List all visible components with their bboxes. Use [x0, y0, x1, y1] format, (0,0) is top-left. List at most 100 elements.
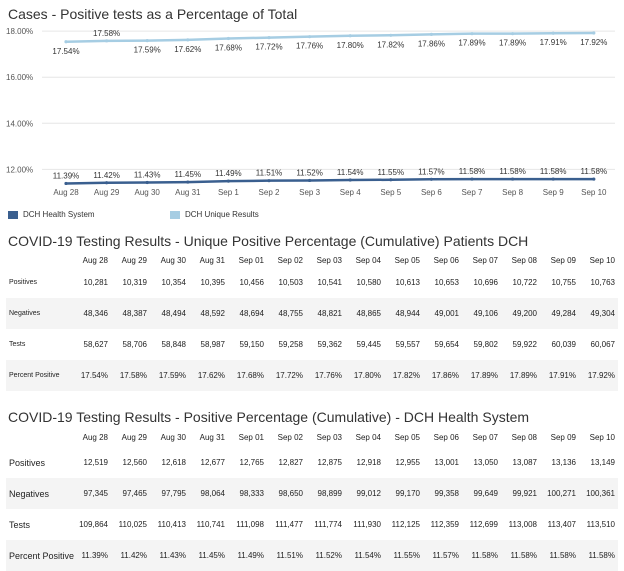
row-label: Tests [9, 341, 26, 348]
table-row: Positives 10,281 10,319 10,354 10,395 10,456 1… [6, 267, 618, 298]
header-row: Aug 28 Aug 29 Aug 30 Aug 31 Sep 01 Sep 02 Sep … [6, 427, 618, 447]
y-tick-label: 16.00% [6, 73, 33, 82]
x-tick-label: Sep 10 [581, 188, 607, 197]
table-cell: 11.54% [345, 540, 384, 571]
table-cell: 97,345 [72, 478, 111, 509]
table-cell: 11.58% [540, 540, 579, 571]
x-tick-label: Aug 30 [135, 188, 161, 197]
data-label: 11.55% [378, 168, 405, 177]
table-cell: 111,774 [314, 520, 342, 529]
table-cell: 59,150 [239, 340, 264, 349]
data-label: 11.57% [418, 167, 445, 176]
legend-label-unique-results: DCH Unique Results [185, 210, 259, 219]
data-label: 11.43% [134, 171, 161, 180]
table-cell: 113,407 [547, 520, 576, 529]
data-point [226, 179, 230, 183]
data-point [64, 40, 68, 44]
table-cell: 48,387 [111, 298, 150, 329]
y-tick-label: 18.00% [6, 27, 33, 36]
table-cell: 10,354 [161, 278, 186, 287]
table-cell: 48,944 [384, 298, 423, 329]
table-cell: 97,795 [150, 478, 189, 509]
table-cell: 58,627 [83, 340, 108, 349]
table-cell: 11.58% [579, 540, 618, 571]
data-point [470, 32, 474, 36]
legend-item-unique-results: DCH Unique Results [170, 210, 259, 219]
column-header: Sep 05 [394, 432, 420, 442]
table-cell: 60,039 [551, 340, 576, 349]
corner-cell [6, 427, 72, 447]
legend-swatch-health-system [8, 210, 18, 219]
column-header: Aug 31 [199, 255, 225, 265]
data-label: 11.51% [256, 169, 283, 178]
data-point [551, 31, 555, 35]
table-cell: 48,346 [72, 298, 111, 329]
x-tick-label: Aug 28 [53, 188, 79, 197]
table-cell: 11.58% [501, 540, 540, 571]
column-header: Aug 29 [121, 255, 147, 265]
table-row: Percent Positive 17.54% 17.58% 17.59% 17.62%… [6, 360, 618, 391]
data-point [308, 178, 312, 183]
column-header: Sep 06 [433, 255, 459, 265]
table-cell: 13,001 [434, 458, 459, 467]
table-cell: 10,613 [395, 278, 420, 287]
data-point [510, 32, 515, 36]
table-cell: 110,025 [118, 520, 147, 529]
column-header: Sep 09 [550, 432, 576, 442]
table-cell: 59,802 [473, 340, 498, 349]
table-cell: 17.54% [72, 360, 111, 391]
column-header: Aug 30 [160, 255, 186, 265]
table-row: Tests 109,864 110,025 110,413 110,741 111,098… [6, 509, 618, 540]
data-label: 11.54% [337, 168, 364, 177]
column-header: Sep 10 [589, 432, 615, 442]
table-cell: 60,067 [590, 340, 615, 349]
table-cell: 48,494 [150, 298, 189, 329]
data-point [186, 180, 190, 184]
column-header: Sep 07 [472, 432, 498, 442]
table1-title: COVID-19 Testing Results - Unique Positi… [8, 233, 529, 249]
health-system-table: Aug 28 Aug 29 Aug 30 Aug 31 Sep 01 Sep 02 Sep … [6, 427, 618, 571]
data-point [510, 177, 515, 181]
table-cell: 99,649 [462, 478, 501, 509]
data-label: 11.42% [93, 171, 120, 180]
table-cell: 98,064 [189, 478, 228, 509]
table-cell: 100,271 [540, 478, 579, 509]
x-tick-label: Sep 6 [421, 188, 442, 197]
x-tick-label: Sep 3 [299, 188, 320, 197]
table-cell: 112,359 [430, 520, 459, 529]
data-point [64, 181, 68, 186]
table-cell: 11.51% [267, 540, 306, 571]
table-cell: 110,413 [157, 520, 186, 529]
x-tick-label: Sep 9 [543, 188, 564, 197]
table-cell: 11.55% [384, 540, 423, 571]
data-point [267, 179, 271, 183]
table-cell: 99,358 [423, 478, 462, 509]
table-row: Tests 58,627 58,706 58,848 58,987 59,150 59,25… [6, 329, 618, 360]
table-cell: 59,557 [395, 340, 420, 349]
table-cell: 111,930 [353, 520, 381, 529]
x-tick-label: Sep 4 [340, 188, 361, 197]
data-point [592, 31, 596, 35]
table-cell: 11.43% [150, 540, 189, 571]
data-label: 17.59% [134, 46, 161, 55]
table-cell: 49,304 [579, 298, 618, 329]
x-tick-label: Sep 1 [218, 188, 239, 197]
data-label: 11.39% [53, 171, 80, 180]
table-cell: 10,541 [317, 278, 342, 287]
table-cell: 59,258 [278, 340, 303, 349]
data-label: 17.62% [174, 45, 201, 54]
table-cell: 48,865 [345, 298, 384, 329]
table-cell: 10,755 [551, 278, 576, 287]
data-label: 11.58% [499, 167, 526, 176]
table-cell: 13,136 [551, 458, 576, 467]
table-cell: 109,864 [79, 520, 108, 529]
table-cell: 11.57% [423, 540, 462, 571]
data-point [105, 181, 109, 185]
table-cell: 17.68% [228, 360, 267, 391]
table-cell: 49,106 [462, 298, 501, 329]
data-point [348, 34, 352, 38]
data-point [267, 36, 271, 40]
data-point [145, 38, 149, 43]
table-cell: 99,012 [345, 478, 384, 509]
table-cell: 12,519 [83, 458, 108, 467]
